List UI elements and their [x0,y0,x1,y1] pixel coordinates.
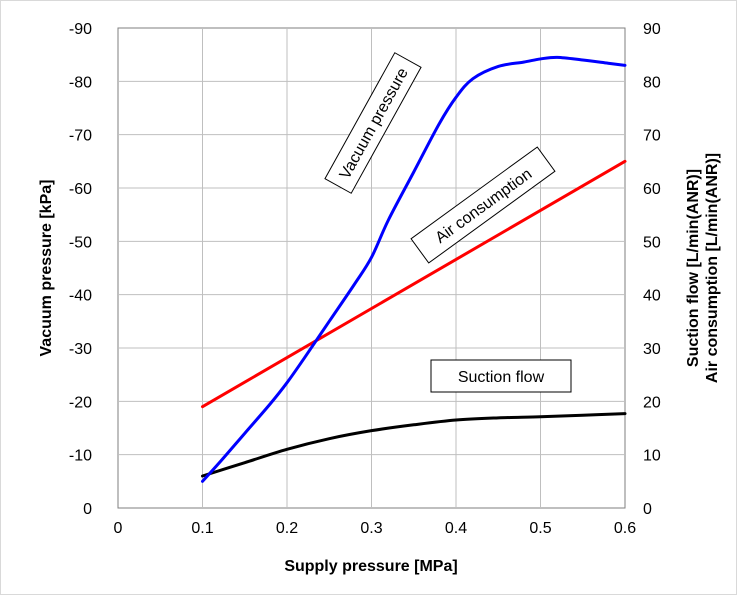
right-y-axis-title-suction-flow: Suction flow [L/min(ANR)] [685,169,702,367]
y-left-tick-label: -40 [69,288,92,305]
x-tick-label: 0.2 [276,520,298,537]
y-right-tick-label: 40 [643,288,661,305]
y-left-tick-label: -90 [69,21,92,38]
right-y-axis-title-air-consumption: Air consumption [L/min(ANR)] [704,153,721,383]
annotation-box [410,146,556,264]
y-right-tick-label: 70 [643,128,661,145]
y-right-tick-label: 80 [643,74,661,91]
annotation-box [324,52,422,194]
y-left-tick-label: -10 [69,448,92,465]
left-y-axis-title: Vacuum pressure [kPa] [38,180,55,357]
x-tick-label: 0.5 [529,520,551,537]
y-right-tick-label: 20 [643,394,661,411]
x-tick-label: 0.3 [360,520,382,537]
x-tick-label: 0.1 [191,520,213,537]
x-tick-label: 0.4 [445,520,467,537]
y-left-tick-label: -80 [69,74,92,91]
series-lines [201,55,627,483]
series-line-vacuum-pressure [201,55,627,483]
y-left-tick-label: 0 [83,501,92,518]
y-left-tick-label: -30 [69,341,92,358]
y-right-tick-label: 50 [643,234,661,251]
annotation-suction-flow: Suction flow [430,359,572,393]
x-tick-label: 0 [114,520,123,537]
annotation-box [430,359,572,393]
y-left-tick-label: -60 [69,181,92,198]
x-axis-title: Supply pressure [MPa] [284,558,457,575]
annotation-label: Suction flow [458,369,545,386]
gridlines [118,28,625,508]
x-tick-label: 0.6 [614,520,636,537]
y-left-tick-label: -70 [69,128,92,145]
y-left-tick-label: -20 [69,394,92,411]
y-right-tick-label: 90 [643,21,661,38]
tick-labels: 0 0.1 0.2 0.3 0.4 0.5 0.6 0 -10 -20 -30 -40 -50 -60 -7… [69,21,661,537]
y-right-tick-label: 0 [643,501,652,518]
series-line-air-consumption [201,159,627,409]
y-right-tick-label: 30 [643,341,661,358]
y-right-tick-label: 10 [643,448,661,465]
y-right-tick-label: 60 [643,181,661,198]
y-left-tick-label: -50 [69,234,92,251]
series-line-suction-flow [201,412,627,478]
